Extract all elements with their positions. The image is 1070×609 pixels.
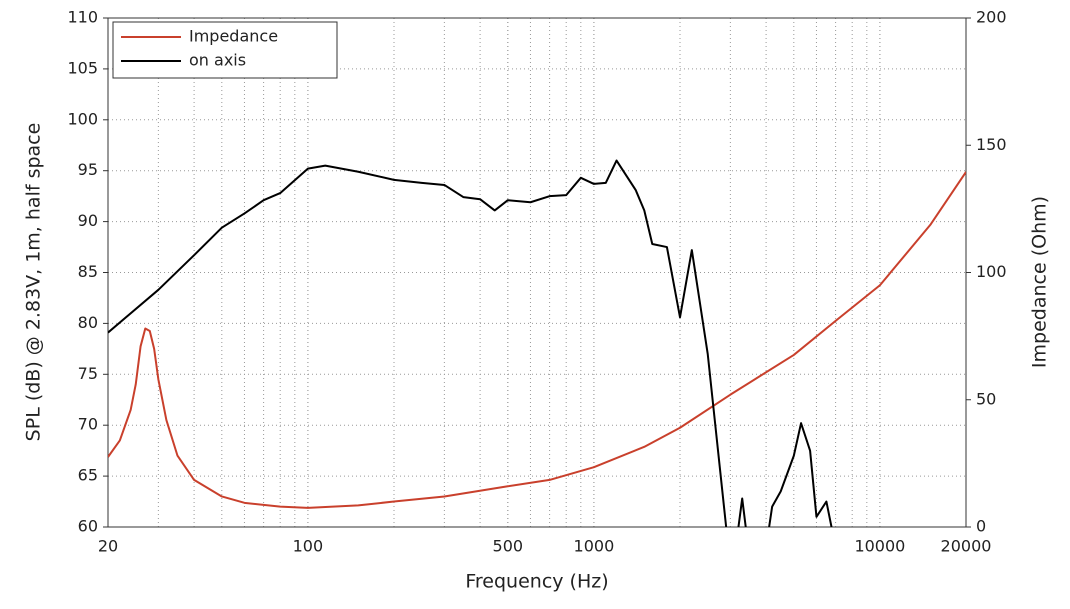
x-tick-label: 500 xyxy=(493,537,524,556)
y-axis-title: SPL (dB) @ 2.83V, 1m, half space xyxy=(23,123,45,442)
y2-tick-label: 0 xyxy=(976,517,986,536)
x-tick-label: 1000 xyxy=(574,537,615,556)
legend-label: Impedance xyxy=(189,27,278,46)
y-tick-label: 65 xyxy=(78,466,98,485)
y-tick-label: 95 xyxy=(78,160,98,179)
y2-tick-label: 50 xyxy=(976,389,996,408)
x-tick-label: 100 xyxy=(293,537,324,556)
y-tick-label: 80 xyxy=(78,313,98,332)
series-line xyxy=(108,171,966,509)
y2-axis-title: Impedance (Ohm) xyxy=(1029,196,1051,368)
y-tick-label: 60 xyxy=(78,517,98,536)
y-tick-label: 70 xyxy=(78,415,98,434)
y-tick-label: 85 xyxy=(78,262,98,281)
plot-area xyxy=(108,159,966,527)
legend-box xyxy=(112,21,338,79)
y-tick-label: 90 xyxy=(78,211,98,230)
x-tick-label: 20 xyxy=(98,537,118,556)
x-tick-label: 20000 xyxy=(941,537,992,556)
y-tick-label: 110 xyxy=(67,8,98,27)
x-tick-label: 10000 xyxy=(854,537,905,556)
series-line xyxy=(108,159,833,527)
y-tick-label: 100 xyxy=(67,109,98,128)
y2-tick-label: 150 xyxy=(976,135,1007,154)
y2-tick-label: 200 xyxy=(976,8,1007,27)
legend-label: on axis xyxy=(189,51,246,70)
y-tick-label: 75 xyxy=(78,364,98,383)
plot-frame xyxy=(107,17,967,528)
y-tick-label: 105 xyxy=(67,58,98,77)
y2-tick-label: 100 xyxy=(976,262,1007,281)
x-axis-title: Frequency (Hz) xyxy=(465,571,608,593)
